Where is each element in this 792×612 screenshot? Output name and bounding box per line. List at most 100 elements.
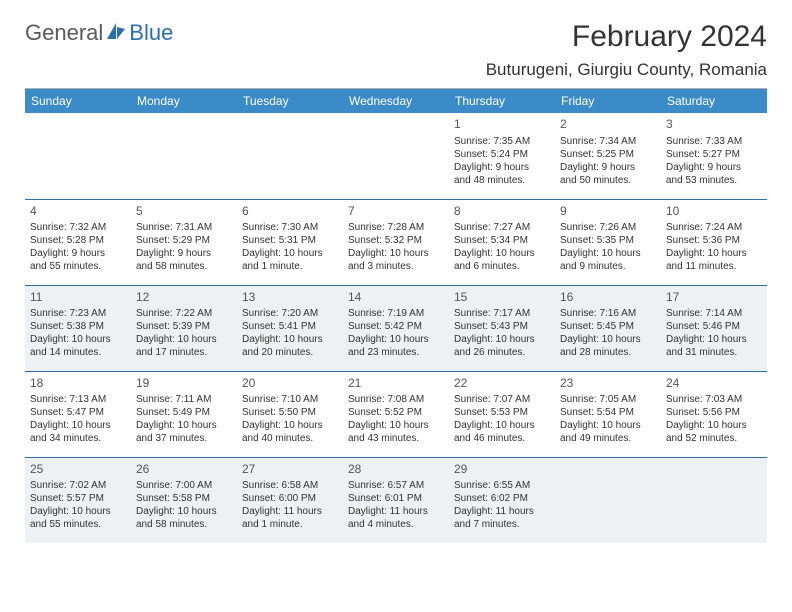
day-number: 25 xyxy=(30,462,126,478)
weekday-header: Tuesday xyxy=(237,89,343,113)
sunrise-text: Sunrise: 7:22 AM xyxy=(136,307,232,320)
weekday-header: Sunday xyxy=(25,89,131,113)
day-number: 24 xyxy=(666,376,762,392)
sunset-text: Sunset: 5:32 PM xyxy=(348,234,444,247)
calendar-day-cell: 8Sunrise: 7:27 AMSunset: 5:34 PMDaylight… xyxy=(449,199,555,285)
sunrise-text: Sunrise: 7:11 AM xyxy=(136,393,232,406)
daylight-text: and 58 minutes. xyxy=(136,260,232,273)
daylight-text: Daylight: 10 hours xyxy=(560,247,656,260)
calendar-header-row: SundayMondayTuesdayWednesdayThursdayFrid… xyxy=(25,89,767,113)
calendar-day-cell: 3Sunrise: 7:33 AMSunset: 5:27 PMDaylight… xyxy=(661,113,767,199)
daylight-text: and 31 minutes. xyxy=(666,346,762,359)
daylight-text: Daylight: 11 hours xyxy=(348,505,444,518)
calendar-day-cell xyxy=(555,457,661,543)
calendar-day-cell: 13Sunrise: 7:20 AMSunset: 5:41 PMDayligh… xyxy=(237,285,343,371)
logo-text-blue: Blue xyxy=(129,20,173,46)
calendar-day-cell: 4Sunrise: 7:32 AMSunset: 5:28 PMDaylight… xyxy=(25,199,131,285)
day-number: 10 xyxy=(666,204,762,220)
sunrise-text: Sunrise: 7:17 AM xyxy=(454,307,550,320)
page-header: General Blue February 2024 Buturugeni, G… xyxy=(25,20,767,80)
sail-icon xyxy=(105,21,127,46)
sunrise-text: Sunrise: 7:00 AM xyxy=(136,479,232,492)
sunset-text: Sunset: 5:36 PM xyxy=(666,234,762,247)
calendar-day-cell: 16Sunrise: 7:16 AMSunset: 5:45 PMDayligh… xyxy=(555,285,661,371)
sunrise-text: Sunrise: 7:03 AM xyxy=(666,393,762,406)
daylight-text: and 49 minutes. xyxy=(560,432,656,445)
day-number: 29 xyxy=(454,462,550,478)
calendar-day-cell: 28Sunrise: 6:57 AMSunset: 6:01 PMDayligh… xyxy=(343,457,449,543)
sunrise-text: Sunrise: 7:10 AM xyxy=(242,393,338,406)
day-number: 23 xyxy=(560,376,656,392)
daylight-text: and 55 minutes. xyxy=(30,260,126,273)
calendar-day-cell xyxy=(661,457,767,543)
sunrise-text: Sunrise: 6:57 AM xyxy=(348,479,444,492)
sunset-text: Sunset: 5:42 PM xyxy=(348,320,444,333)
sunrise-text: Sunrise: 7:02 AM xyxy=(30,479,126,492)
sunrise-text: Sunrise: 7:33 AM xyxy=(666,135,762,148)
daylight-text: Daylight: 10 hours xyxy=(454,333,550,346)
day-number: 15 xyxy=(454,290,550,306)
sunrise-text: Sunrise: 7:14 AM xyxy=(666,307,762,320)
calendar-week-row: 1Sunrise: 7:35 AMSunset: 5:24 PMDaylight… xyxy=(25,113,767,199)
day-number: 28 xyxy=(348,462,444,478)
sunset-text: Sunset: 5:43 PM xyxy=(454,320,550,333)
sunrise-text: Sunrise: 6:58 AM xyxy=(242,479,338,492)
daylight-text: Daylight: 9 hours xyxy=(136,247,232,260)
calendar-day-cell: 18Sunrise: 7:13 AMSunset: 5:47 PMDayligh… xyxy=(25,371,131,457)
daylight-text: and 7 minutes. xyxy=(454,518,550,531)
sunset-text: Sunset: 5:47 PM xyxy=(30,406,126,419)
day-number: 22 xyxy=(454,376,550,392)
calendar-day-cell: 6Sunrise: 7:30 AMSunset: 5:31 PMDaylight… xyxy=(237,199,343,285)
daylight-text: and 4 minutes. xyxy=(348,518,444,531)
daylight-text: Daylight: 10 hours xyxy=(136,333,232,346)
daylight-text: Daylight: 9 hours xyxy=(560,161,656,174)
daylight-text: and 11 minutes. xyxy=(666,260,762,273)
daylight-text: Daylight: 10 hours xyxy=(30,505,126,518)
calendar-day-cell: 17Sunrise: 7:14 AMSunset: 5:46 PMDayligh… xyxy=(661,285,767,371)
day-number: 27 xyxy=(242,462,338,478)
calendar-day-cell: 5Sunrise: 7:31 AMSunset: 5:29 PMDaylight… xyxy=(131,199,237,285)
calendar-day-cell: 1Sunrise: 7:35 AMSunset: 5:24 PMDaylight… xyxy=(449,113,555,199)
daylight-text: Daylight: 10 hours xyxy=(30,333,126,346)
sunset-text: Sunset: 5:25 PM xyxy=(560,148,656,161)
calendar-day-cell: 29Sunrise: 6:55 AMSunset: 6:02 PMDayligh… xyxy=(449,457,555,543)
daylight-text: and 58 minutes. xyxy=(136,518,232,531)
sunset-text: Sunset: 5:53 PM xyxy=(454,406,550,419)
month-title: February 2024 xyxy=(486,20,767,54)
day-number: 1 xyxy=(454,117,550,133)
daylight-text: and 52 minutes. xyxy=(666,432,762,445)
sunset-text: Sunset: 6:01 PM xyxy=(348,492,444,505)
daylight-text: Daylight: 10 hours xyxy=(242,333,338,346)
daylight-text: and 53 minutes. xyxy=(666,174,762,187)
daylight-text: and 3 minutes. xyxy=(348,260,444,273)
day-number: 16 xyxy=(560,290,656,306)
daylight-text: Daylight: 10 hours xyxy=(348,247,444,260)
calendar-day-cell xyxy=(131,113,237,199)
day-number: 13 xyxy=(242,290,338,306)
daylight-text: and 46 minutes. xyxy=(454,432,550,445)
sunrise-text: Sunrise: 7:05 AM xyxy=(560,393,656,406)
daylight-text: Daylight: 10 hours xyxy=(454,247,550,260)
sunset-text: Sunset: 6:00 PM xyxy=(242,492,338,505)
daylight-text: Daylight: 10 hours xyxy=(454,419,550,432)
daylight-text: Daylight: 10 hours xyxy=(136,419,232,432)
daylight-text: Daylight: 10 hours xyxy=(348,333,444,346)
calendar-week-row: 11Sunrise: 7:23 AMSunset: 5:38 PMDayligh… xyxy=(25,285,767,371)
sunset-text: Sunset: 5:58 PM xyxy=(136,492,232,505)
sunrise-text: Sunrise: 7:20 AM xyxy=(242,307,338,320)
sunrise-text: Sunrise: 7:27 AM xyxy=(454,221,550,234)
sunrise-text: Sunrise: 7:24 AM xyxy=(666,221,762,234)
calendar-week-row: 4Sunrise: 7:32 AMSunset: 5:28 PMDaylight… xyxy=(25,199,767,285)
sunset-text: Sunset: 5:56 PM xyxy=(666,406,762,419)
sunset-text: Sunset: 5:57 PM xyxy=(30,492,126,505)
daylight-text: Daylight: 10 hours xyxy=(348,419,444,432)
day-number: 14 xyxy=(348,290,444,306)
sunrise-text: Sunrise: 7:30 AM xyxy=(242,221,338,234)
calendar-day-cell: 7Sunrise: 7:28 AMSunset: 5:32 PMDaylight… xyxy=(343,199,449,285)
day-number: 9 xyxy=(560,204,656,220)
sunrise-text: Sunrise: 7:31 AM xyxy=(136,221,232,234)
day-number: 26 xyxy=(136,462,232,478)
day-number: 11 xyxy=(30,290,126,306)
calendar-day-cell: 15Sunrise: 7:17 AMSunset: 5:43 PMDayligh… xyxy=(449,285,555,371)
sunset-text: Sunset: 5:38 PM xyxy=(30,320,126,333)
